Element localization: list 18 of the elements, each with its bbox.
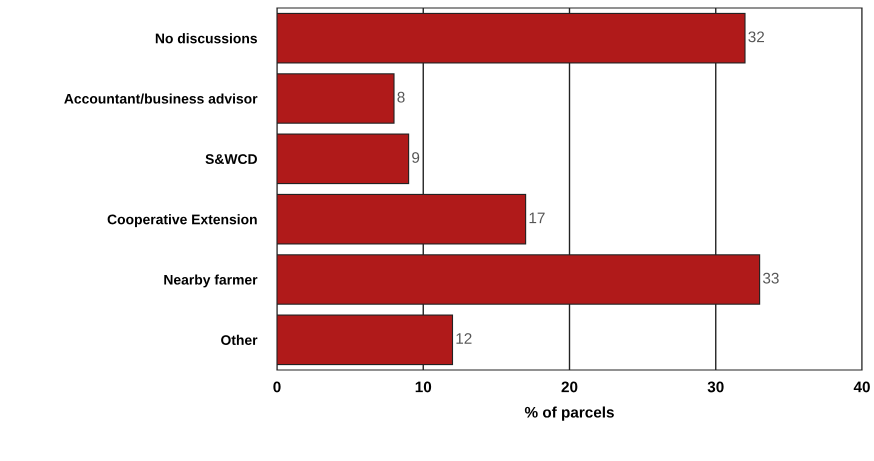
x-tick-label: 0 — [273, 382, 281, 392]
data-label: 17 — [530, 212, 545, 224]
y-tick-label: Nearby farmer — [164, 274, 258, 288]
x-tick-label: 40 — [854, 382, 870, 392]
y-tick-label: Other — [221, 334, 258, 346]
x-tick-label: 10 — [416, 382, 432, 392]
y-tick-label: No discussions — [156, 33, 257, 44]
data-label: 9 — [412, 152, 420, 163]
y-tick-label: Cooperative Extension — [108, 214, 257, 228]
y-tick-label: Accountant/business advisor — [64, 93, 258, 104]
x-axis-title: % of parcels — [524, 406, 614, 421]
x-tick-label: 20 — [562, 382, 578, 392]
data-label: 33 — [762, 272, 779, 284]
data-label: 32 — [748, 31, 764, 42]
data-label: 12 — [456, 333, 472, 344]
y-tick-label: S&WCD — [205, 154, 257, 164]
data-label: 8 — [397, 92, 405, 103]
x-tick-label: 30 — [708, 382, 724, 392]
